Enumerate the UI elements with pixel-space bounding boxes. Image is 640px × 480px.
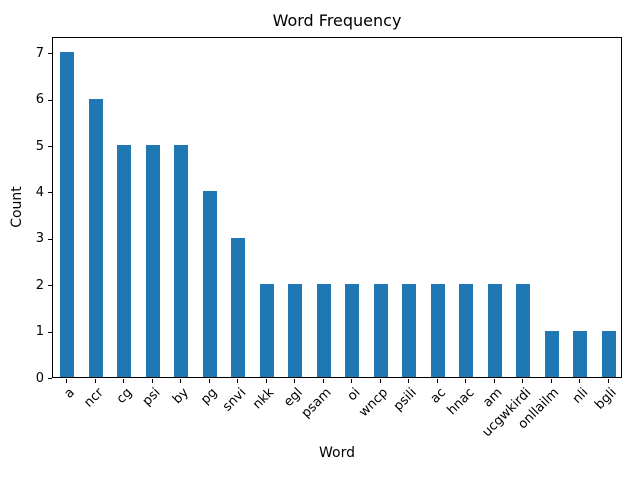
x-tick-label-psili: psili [391, 385, 421, 415]
x-tick-mark-oi [351, 379, 353, 383]
x-tick-label-ncr: ncr [81, 385, 107, 411]
bar-pg [202, 191, 217, 377]
x-tick-mark-psi [151, 379, 153, 383]
x-tick-label-hnac: hnac [444, 385, 478, 419]
x-tick-label-pg: pg [198, 385, 221, 408]
bar-onllailm [544, 330, 559, 377]
bar-am [487, 284, 502, 377]
x-axis-label: Word [319, 445, 355, 461]
bar-nli [573, 330, 588, 377]
x-tick-label-psi: psi [139, 385, 164, 410]
y-tick-mark-0 [48, 378, 52, 379]
y-tick-mark-1 [48, 331, 52, 333]
y-tick-label-6: 6 [35, 92, 44, 108]
y-tick-mark-4 [48, 192, 52, 194]
y-tick-label-4: 4 [35, 184, 44, 200]
bar-wncp [373, 284, 388, 377]
x-tick-mark-ucgwkirdi [522, 379, 524, 383]
bar-psili [402, 284, 417, 377]
y-tick-label-1: 1 [35, 324, 44, 340]
bar-egl [288, 284, 303, 377]
y-tick-label-3: 3 [35, 231, 44, 247]
bar-by [174, 145, 189, 377]
bar-ncr [88, 98, 103, 377]
bar-psam [316, 284, 331, 377]
y-tick-label-2: 2 [35, 277, 44, 293]
x-tick-mark-am [493, 379, 495, 383]
x-tick-label-a: a [61, 385, 79, 402]
bar-cg [117, 145, 132, 377]
x-tick-mark-cg [123, 379, 125, 383]
x-tick-mark-hnac [465, 379, 467, 383]
x-tick-mark-a [66, 379, 68, 383]
x-tick-label-ac: ac [427, 385, 449, 407]
x-tick-mark-pg [208, 379, 210, 383]
y-tick-mark-6 [48, 99, 52, 101]
x-tick-label-by: by [170, 385, 193, 408]
x-tick-label-snvi: snvi [219, 385, 250, 415]
x-tick-label-bgli: bgli [592, 385, 620, 413]
bar-ucgwkirdi [516, 284, 531, 377]
y-tick-label-0: 0 [35, 370, 44, 386]
x-tick-mark-wncp [379, 379, 381, 383]
bar-ac [430, 284, 445, 377]
bar-bgli [601, 330, 616, 377]
bar-psi [145, 145, 160, 377]
x-tick-mark-onllailm [550, 379, 552, 383]
y-tick-label-7: 7 [35, 45, 44, 61]
x-tick-mark-by [180, 379, 182, 383]
x-tick-mark-egl [294, 379, 296, 383]
y-tick-mark-7 [48, 53, 52, 55]
x-tick-label-nkk: nkk [250, 385, 278, 413]
bar-a [60, 52, 75, 377]
chart-title: Word Frequency [272, 11, 402, 30]
x-tick-mark-nkk [265, 379, 267, 383]
x-tick-label-oi: oi [344, 385, 364, 405]
y-tick-mark-5 [48, 146, 52, 148]
y-tick-label-5: 5 [35, 138, 44, 154]
y-tick-mark-2 [48, 285, 52, 287]
x-tick-label-cg: cg [113, 385, 136, 407]
x-tick-mark-bgli [607, 379, 609, 383]
y-tick-mark-3 [48, 238, 52, 240]
bar-snvi [231, 237, 246, 377]
x-tick-mark-snvi [237, 379, 239, 383]
x-tick-label-wncp: wncp [356, 385, 392, 421]
x-tick-mark-psili [408, 379, 410, 383]
bars-group [53, 38, 621, 377]
x-tick-mark-nli [579, 379, 581, 383]
plot-area [52, 37, 622, 378]
bar-oi [345, 284, 360, 377]
x-tick-mark-ac [436, 379, 438, 383]
x-tick-mark-ncr [94, 379, 96, 383]
x-tick-mark-psam [322, 379, 324, 383]
x-tick-label-nli: nli [569, 385, 592, 407]
bar-hnac [459, 284, 474, 377]
x-tick-label-psam: psam [298, 385, 335, 422]
bar-nkk [259, 284, 274, 377]
